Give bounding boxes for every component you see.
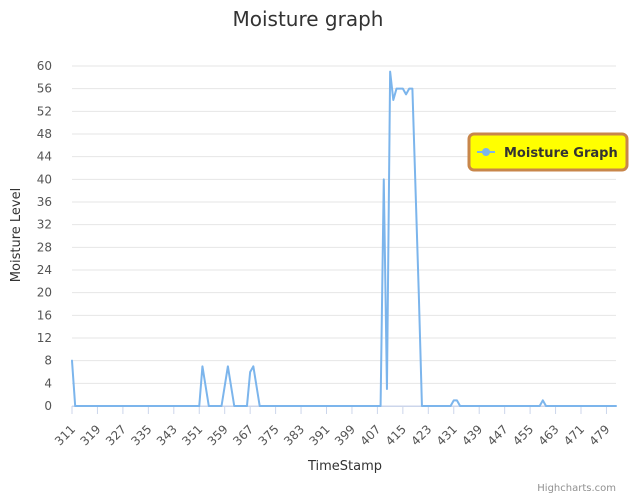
series-line-0[interactable]	[71, 70, 617, 407]
y-tick-label: 28	[37, 240, 52, 254]
y-tick-label: 20	[37, 286, 52, 300]
legend-box	[467, 132, 629, 172]
y-tick-label: 48	[37, 127, 52, 141]
legend-item-label[interactable]: Moisture Graph	[504, 146, 618, 161]
series-layer	[71, 70, 617, 407]
y-tick-label: 36	[37, 195, 52, 209]
y-tick-label: 24	[37, 263, 52, 277]
y-tick-label: 56	[37, 82, 52, 96]
y-tick-label: 44	[37, 150, 52, 164]
y-tick-label: 0	[44, 399, 52, 413]
chart-title: Moisture graph	[233, 7, 384, 31]
y-tick-label: 32	[37, 218, 52, 232]
y-tick-label: 60	[37, 59, 52, 73]
x-axis-title: TimeStamp	[307, 459, 382, 474]
y-tick-label: 12	[37, 331, 52, 345]
y-tick-label: 16	[37, 308, 52, 322]
credits-link[interactable]: Highcharts.com	[537, 483, 616, 494]
legend-marker-icon	[482, 148, 490, 156]
y-tick-label: 40	[37, 172, 52, 186]
y-tick-label: 4	[44, 376, 52, 390]
legend[interactable]: Moisture Graph	[467, 132, 629, 172]
y-tick-label: 52	[37, 104, 52, 118]
y-tick-label: 8	[44, 354, 52, 368]
y-axis-title: Moisture Level	[9, 188, 24, 282]
